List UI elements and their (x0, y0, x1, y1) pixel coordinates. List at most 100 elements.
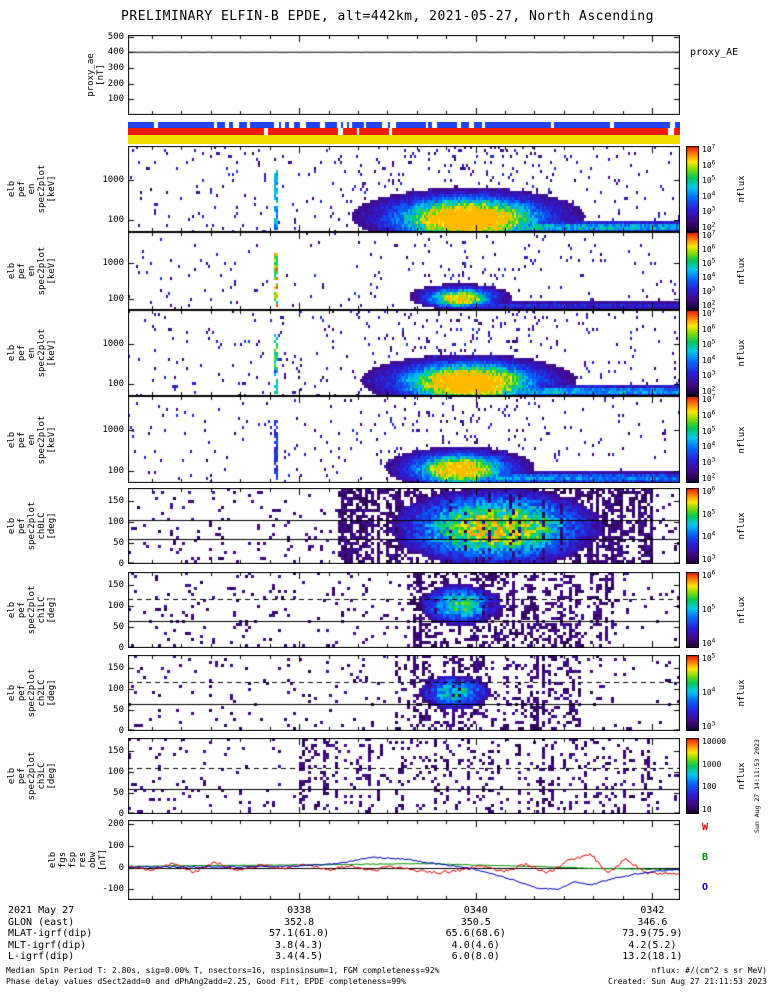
axis-row-value: 13.2(18.1) (622, 951, 683, 962)
axis-row-label: 2021 May 27 (8, 905, 75, 916)
y-tick-label: 50 (113, 537, 124, 548)
y-tick-label: 100 (107, 840, 124, 851)
axis-row-value: 346.6 (637, 916, 668, 928)
colorbar-tick-label: 102 (702, 299, 716, 310)
espec_p1-canvas (128, 146, 680, 232)
colorbar-tick-label: 102 (702, 385, 716, 396)
axis-row-value: 0340 (463, 905, 488, 916)
y-tick-label: 100 (107, 214, 124, 225)
axis-row-value: 350.5 (460, 916, 491, 928)
colorbar-tick-label: 103 (702, 456, 716, 468)
espec_p4-canvas (128, 396, 680, 483)
pspec_ch1-canvas (128, 572, 680, 648)
y-tick-label: 100 (107, 294, 124, 305)
colorbar-tick-label: 104 (702, 190, 716, 201)
axis-row-value: 3.8(4.3) (275, 939, 324, 951)
espec_p1-colorbar (686, 146, 699, 232)
axis-row-label: MLT-igrf(dip) (8, 939, 87, 951)
colorbar-tick-label: 106 (702, 158, 716, 170)
axis-row-value: 73.9(75.9) (622, 928, 683, 939)
colorbar-tick-label: 107 (702, 307, 716, 318)
side-timestamp: Sun Aug 27 14:11:53 2023 (753, 739, 761, 833)
pspec_ch2-canvas (128, 655, 680, 731)
colorbar-tick-label: 106 (702, 243, 716, 254)
y-tick-label: 0 (118, 559, 124, 569)
colorbar-tick-label: 103 (702, 205, 716, 217)
colorbar-tick-label: 105 (702, 174, 716, 186)
red-availability-strip (128, 128, 680, 135)
footer-spin-period-note: Median Spin Period T: 2.80s, sig=0.00% T… (6, 966, 440, 975)
yellow-availability-strip (128, 135, 680, 144)
page-title: PRELIMINARY ELFIN-B EPDE, alt=442km, 202… (121, 9, 654, 24)
colorbar-tick-label: 104 (702, 637, 716, 648)
y-tick-label: 100 (107, 600, 124, 611)
pspec_ch0-colorbar (686, 488, 699, 564)
pspec_ch3-canvas (128, 738, 680, 814)
y-tick-label: 1000 (102, 425, 124, 436)
series-label-O: O (702, 882, 709, 893)
espec_p2-canvas (128, 232, 680, 310)
colorbar-tick-label: 105 (702, 652, 716, 663)
espec_p3-colorbar (686, 310, 699, 396)
y-tick-label: 150 (107, 745, 124, 756)
proxy_ae-canvas (128, 35, 680, 115)
colorbar-tick-label: 105 (702, 508, 716, 519)
y-tick-label: 1000 (102, 174, 124, 185)
y-tick-label: 200 (107, 819, 124, 830)
colorbar-tick-label: 103 (702, 285, 716, 296)
y-tick-label: 100 (107, 683, 124, 694)
y-tick-label: 0 (118, 809, 124, 819)
y-tick-label: -100 (102, 884, 124, 895)
colorbar-tick-label: 104 (702, 686, 716, 697)
colorbar-tick-label: 107 (702, 229, 716, 240)
y-tick-label: 500 (107, 31, 124, 42)
colorbar-tick-label: 107 (702, 393, 716, 404)
y-tick-label: 100 (107, 94, 124, 105)
espec_p2-colorbar (686, 232, 699, 310)
colorbar-tick-label: 104 (702, 440, 716, 452)
axis-row-value: 0338 (287, 905, 312, 916)
y-tick-label: 0 (118, 643, 124, 653)
y-tick-label: 150 (107, 495, 124, 506)
fgs_res-canvas (128, 820, 680, 900)
colorbar-tick-label: 10 (702, 805, 712, 814)
colorbar-tick-label: 105 (702, 603, 716, 614)
y-tick-label: 1000 (102, 338, 124, 349)
pspec_ch3-colorbar (686, 738, 699, 814)
y-tick-label: 0 (118, 862, 124, 873)
axis-row-value: 4.2(5.2) (628, 939, 677, 951)
colorbar-tick-label: 102 (702, 221, 716, 232)
y-tick-label: 150 (107, 579, 124, 590)
blue-availability-strip (128, 122, 680, 128)
y-tick-label: 150 (107, 662, 124, 673)
colorbar-tick-label: 102 (702, 472, 716, 483)
footer-phase-delay-note: Phase delay values dSect2add=0 and dPhAn… (6, 977, 406, 986)
axis-row-value: 6.0(8.0) (451, 951, 500, 962)
axis-row-value: 3.4(4.5) (275, 951, 324, 962)
colorbar-tick-label: 105 (702, 257, 716, 268)
y-tick-label: 100 (107, 378, 124, 389)
footer-units-note: nflux: #/(cm^2 s sr MeV) (651, 966, 767, 975)
axis-row-value: 65.6(68.6) (445, 928, 506, 939)
axis-row-value: 4.0(4.6) (451, 939, 500, 951)
y-tick-label: 200 (107, 78, 124, 89)
colorbar-tick-label: 1000 (702, 759, 722, 769)
y-tick-label: 100 (107, 766, 124, 777)
y-tick-label: 50 (113, 621, 124, 632)
colorbar-tick-label: 107 (702, 143, 716, 154)
proxy_ae-right-label: proxy_AE (690, 47, 739, 58)
colorbar-tick-label: 104 (702, 354, 716, 365)
pspec_ch2-colorbar (686, 655, 699, 731)
colorbar-tick-label: 106 (702, 569, 716, 580)
colorbar-tick-label: 100 (702, 782, 717, 792)
series-label-W: W (702, 822, 709, 833)
series-label-B: B (702, 852, 709, 863)
y-tick-label: 0 (118, 726, 124, 736)
colorbar-tick-label: 103 (702, 553, 716, 564)
axis-row-label: L-igrf(dip) (8, 951, 75, 962)
colorbar-tick-label: 106 (702, 322, 716, 334)
axis-row-label: GLON (east) (8, 916, 75, 928)
colorbar-tick-label: 103 (702, 369, 716, 381)
